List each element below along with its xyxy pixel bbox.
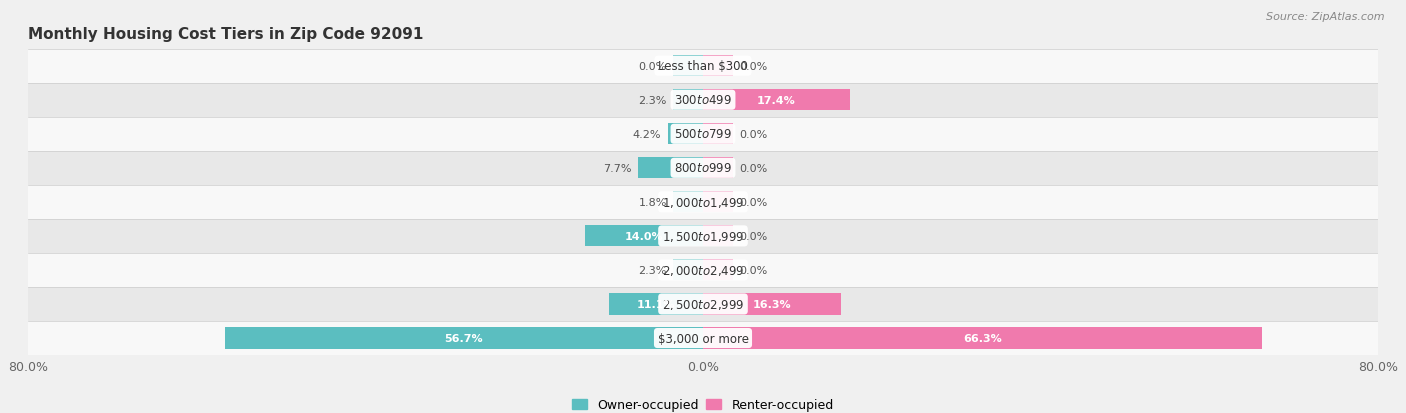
Bar	[703, 56, 733, 77]
Bar	[28, 321, 1378, 355]
Text: Monthly Housing Cost Tiers in Zip Code 92091: Monthly Housing Cost Tiers in Zip Code 9…	[28, 26, 423, 41]
Text: 1.8%: 1.8%	[638, 197, 666, 207]
Text: 0.0%: 0.0%	[740, 265, 768, 275]
Text: 17.4%: 17.4%	[756, 95, 796, 105]
Bar	[28, 253, 1378, 287]
Text: 14.0%: 14.0%	[624, 231, 664, 241]
Bar	[28, 83, 1378, 117]
Legend: Owner-occupied, Renter-occupied: Owner-occupied, Renter-occupied	[568, 393, 838, 413]
Text: $1,500 to $1,999: $1,500 to $1,999	[662, 229, 744, 243]
Text: 16.3%: 16.3%	[752, 299, 792, 309]
Bar	[638, 158, 703, 179]
Bar	[28, 185, 1378, 219]
Text: 56.7%: 56.7%	[444, 333, 484, 343]
Text: 0.0%: 0.0%	[740, 164, 768, 173]
Bar	[673, 260, 703, 281]
Text: 2.3%: 2.3%	[638, 95, 666, 105]
Text: $300 to $499: $300 to $499	[673, 94, 733, 107]
Bar	[28, 50, 1378, 83]
Bar	[703, 328, 1263, 349]
Text: Less than $300: Less than $300	[658, 60, 748, 73]
Text: 0.0%: 0.0%	[740, 129, 768, 140]
Text: 0.0%: 0.0%	[740, 62, 768, 71]
Bar	[673, 56, 703, 77]
Text: Source: ZipAtlas.com: Source: ZipAtlas.com	[1267, 12, 1385, 22]
Bar	[28, 287, 1378, 321]
Text: 11.1%: 11.1%	[637, 299, 675, 309]
Text: 0.0%: 0.0%	[740, 231, 768, 241]
Text: $3,000 or more: $3,000 or more	[658, 332, 748, 345]
Text: 0.0%: 0.0%	[740, 197, 768, 207]
Bar	[28, 219, 1378, 253]
Bar	[28, 117, 1378, 152]
Text: 66.3%: 66.3%	[963, 333, 1002, 343]
Text: $500 to $799: $500 to $799	[673, 128, 733, 141]
Text: 0.0%: 0.0%	[638, 62, 666, 71]
Bar	[703, 294, 841, 315]
Text: 4.2%: 4.2%	[633, 129, 661, 140]
Bar	[609, 294, 703, 315]
Bar	[668, 124, 703, 145]
Bar	[673, 192, 703, 213]
Bar	[225, 328, 703, 349]
Bar	[585, 226, 703, 247]
Text: $1,000 to $1,499: $1,000 to $1,499	[662, 195, 744, 209]
Bar	[703, 260, 733, 281]
Text: 7.7%: 7.7%	[603, 164, 631, 173]
Bar	[703, 158, 733, 179]
Bar	[703, 192, 733, 213]
Bar	[703, 124, 733, 145]
Text: 2.3%: 2.3%	[638, 265, 666, 275]
Bar	[28, 152, 1378, 185]
Bar	[703, 90, 849, 111]
Text: $2,500 to $2,999: $2,500 to $2,999	[662, 297, 744, 311]
Bar	[703, 226, 733, 247]
Text: $2,000 to $2,499: $2,000 to $2,499	[662, 263, 744, 277]
Text: $800 to $999: $800 to $999	[673, 162, 733, 175]
Bar	[673, 90, 703, 111]
